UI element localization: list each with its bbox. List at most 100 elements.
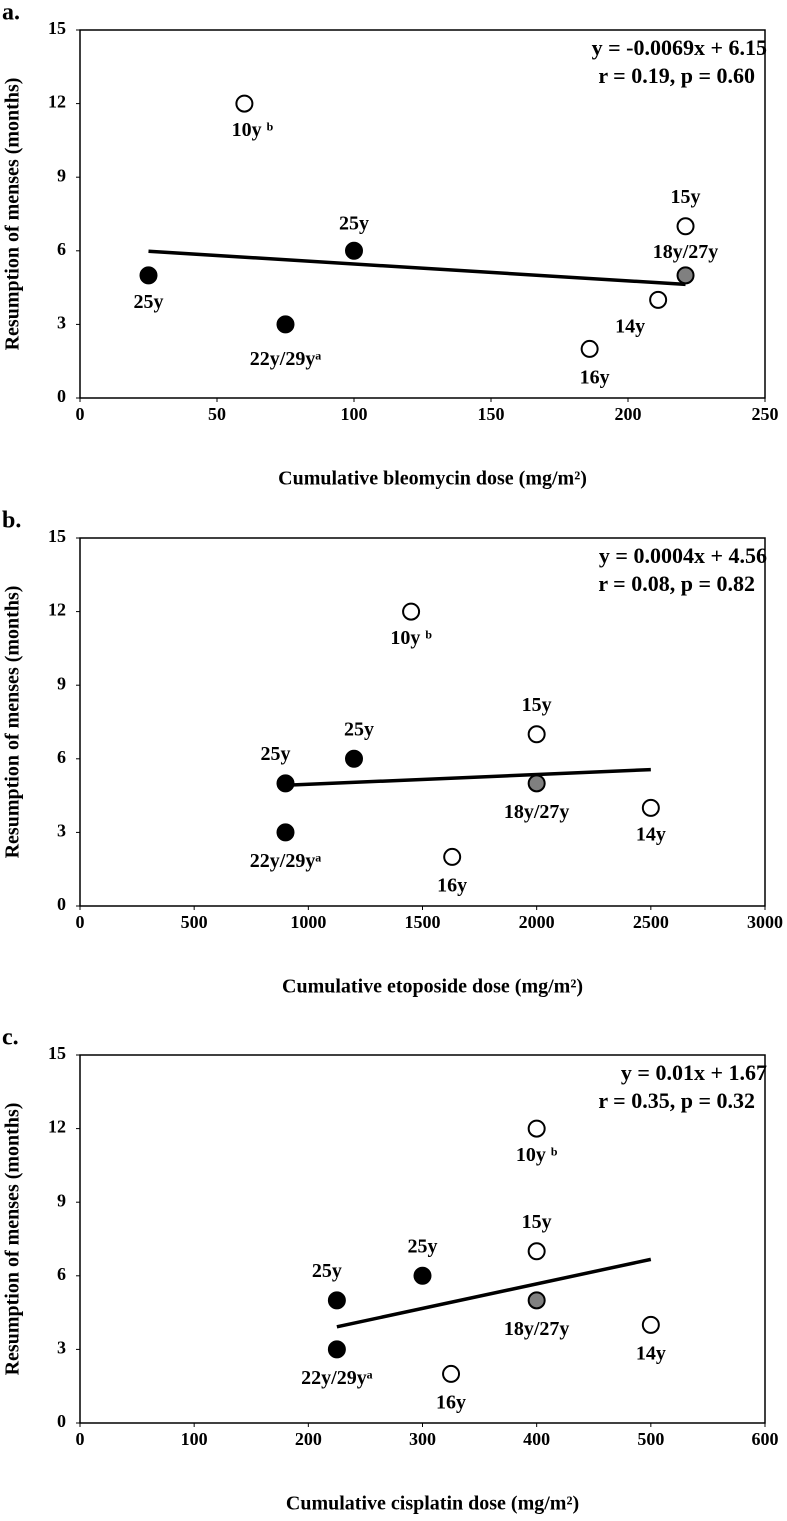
point-label: 18y/27y bbox=[504, 801, 570, 823]
y-tick-label: 3 bbox=[57, 313, 66, 333]
point-label: 10y ᵇ bbox=[232, 119, 274, 141]
data-point bbox=[641, 1315, 660, 1334]
data-point bbox=[527, 1119, 546, 1138]
data-point bbox=[527, 774, 546, 793]
point-label: 22y/29yᵃ bbox=[250, 348, 322, 370]
trendline bbox=[285, 767, 651, 788]
y-tick-label: 6 bbox=[57, 747, 66, 767]
data-point bbox=[235, 94, 254, 113]
point-label: 15y bbox=[671, 186, 701, 208]
data-point bbox=[641, 798, 660, 817]
y-tick-label: 9 bbox=[57, 673, 66, 693]
point-label: 14y bbox=[615, 315, 645, 337]
data-point bbox=[527, 1242, 546, 1261]
x-tick-label: 0 bbox=[76, 912, 85, 932]
point-label: 16y bbox=[437, 875, 467, 897]
equation: y = 0.01x + 1.67 bbox=[621, 1060, 767, 1085]
data-point bbox=[345, 241, 363, 260]
data-point bbox=[676, 217, 695, 236]
data-point bbox=[443, 847, 462, 866]
data-point bbox=[676, 266, 695, 285]
equation: r = 0.35, p = 0.32 bbox=[598, 1088, 755, 1113]
point-label: 14y bbox=[636, 1342, 666, 1364]
data-point bbox=[442, 1364, 461, 1383]
data-point bbox=[327, 1340, 346, 1359]
x-tick-label: 50 bbox=[208, 404, 226, 424]
data-point bbox=[413, 1266, 432, 1285]
data-point bbox=[276, 315, 295, 334]
x-tick-label: 1000 bbox=[290, 912, 326, 932]
point-label: 22y/29yᵃ bbox=[301, 1367, 373, 1389]
x-tick-label: 2500 bbox=[633, 912, 669, 932]
x-axis-label: Cumulative bleomycin dose (mg/m²) bbox=[278, 468, 587, 490]
point-label: 15y bbox=[522, 694, 552, 716]
data-point bbox=[580, 339, 599, 358]
x-axis-label: Cumulative cisplatin dose (mg/m²) bbox=[286, 1493, 579, 1515]
point-label: 25y bbox=[312, 1260, 342, 1282]
point-label: 18y/27y bbox=[504, 1318, 570, 1340]
x-tick-label: 600 bbox=[752, 1429, 779, 1449]
x-tick-label: 250 bbox=[752, 404, 779, 424]
x-tick-label: 200 bbox=[295, 1429, 322, 1449]
y-tick-label: 0 bbox=[57, 894, 66, 914]
x-axis-label: Cumulative etoposide dose (mg/m²) bbox=[282, 976, 583, 998]
point-label: 25y bbox=[339, 212, 369, 234]
point-label: 10y ᵇ bbox=[516, 1144, 558, 1166]
point-label: 16y bbox=[436, 1392, 466, 1414]
data-point bbox=[327, 1291, 346, 1310]
y-tick-label: 6 bbox=[57, 239, 66, 259]
data-point bbox=[276, 823, 295, 842]
plot-frame bbox=[79, 29, 766, 399]
x-tick-label: 400 bbox=[523, 1429, 550, 1449]
data-point bbox=[345, 749, 363, 768]
x-tick-label: 2000 bbox=[519, 912, 555, 932]
x-tick-label: 500 bbox=[637, 1429, 664, 1449]
y-tick-label: 15 bbox=[48, 1043, 66, 1063]
equation: y = 0.0004x + 4.56 bbox=[599, 543, 767, 568]
x-tick-label: 500 bbox=[181, 912, 208, 932]
y-tick-label: 12 bbox=[48, 1117, 66, 1137]
y-tick-label: 0 bbox=[57, 1411, 66, 1431]
equation: r = 0.08, p = 0.82 bbox=[598, 571, 755, 596]
y-tick-label: 15 bbox=[48, 526, 66, 546]
point-label: 10y ᵇ bbox=[390, 627, 432, 649]
point-label: 22y/29yᵃ bbox=[250, 850, 322, 872]
x-tick-label: 3000 bbox=[747, 912, 783, 932]
x-tick-label: 150 bbox=[478, 404, 505, 424]
panel-label: a. bbox=[2, 0, 20, 26]
equation: y = -0.0069x + 6.15 bbox=[592, 35, 767, 60]
data-point bbox=[649, 290, 668, 309]
point-label: 25y bbox=[344, 718, 374, 740]
y-tick-label: 9 bbox=[57, 165, 66, 185]
x-tick-label: 1500 bbox=[405, 912, 441, 932]
x-tick-label: 200 bbox=[615, 404, 642, 424]
y-axis-label: Resumption of menses (months) bbox=[2, 586, 24, 859]
x-tick-label: 300 bbox=[409, 1429, 436, 1449]
y-tick-label: 3 bbox=[57, 1338, 66, 1358]
point-label: 25y bbox=[261, 743, 291, 765]
y-tick-label: 12 bbox=[48, 92, 66, 112]
point-label: 25y bbox=[408, 1235, 438, 1257]
data-point bbox=[402, 602, 421, 621]
data-point bbox=[527, 1291, 546, 1310]
trendline bbox=[336, 1257, 652, 1329]
y-tick-label: 15 bbox=[48, 18, 66, 38]
y-tick-label: 3 bbox=[57, 821, 66, 841]
x-tick-label: 0 bbox=[76, 1429, 85, 1449]
y-tick-label: 0 bbox=[57, 386, 66, 406]
y-axis-label: Resumption of menses (months) bbox=[2, 78, 24, 351]
y-axis-label: Resumption of menses (months) bbox=[2, 1103, 24, 1376]
panel-label: b. bbox=[2, 508, 21, 534]
data-point bbox=[276, 774, 295, 793]
equation: r = 0.19, p = 0.60 bbox=[598, 63, 755, 88]
x-tick-label: 0 bbox=[76, 404, 85, 424]
point-label: 16y bbox=[580, 367, 610, 389]
y-tick-label: 12 bbox=[48, 600, 66, 620]
point-label: 25y bbox=[134, 291, 164, 313]
data-point bbox=[139, 266, 158, 285]
point-label: 15y bbox=[522, 1211, 552, 1233]
y-tick-label: 9 bbox=[57, 1190, 66, 1210]
panel-label: c. bbox=[2, 1025, 19, 1051]
y-tick-label: 6 bbox=[57, 1264, 66, 1284]
